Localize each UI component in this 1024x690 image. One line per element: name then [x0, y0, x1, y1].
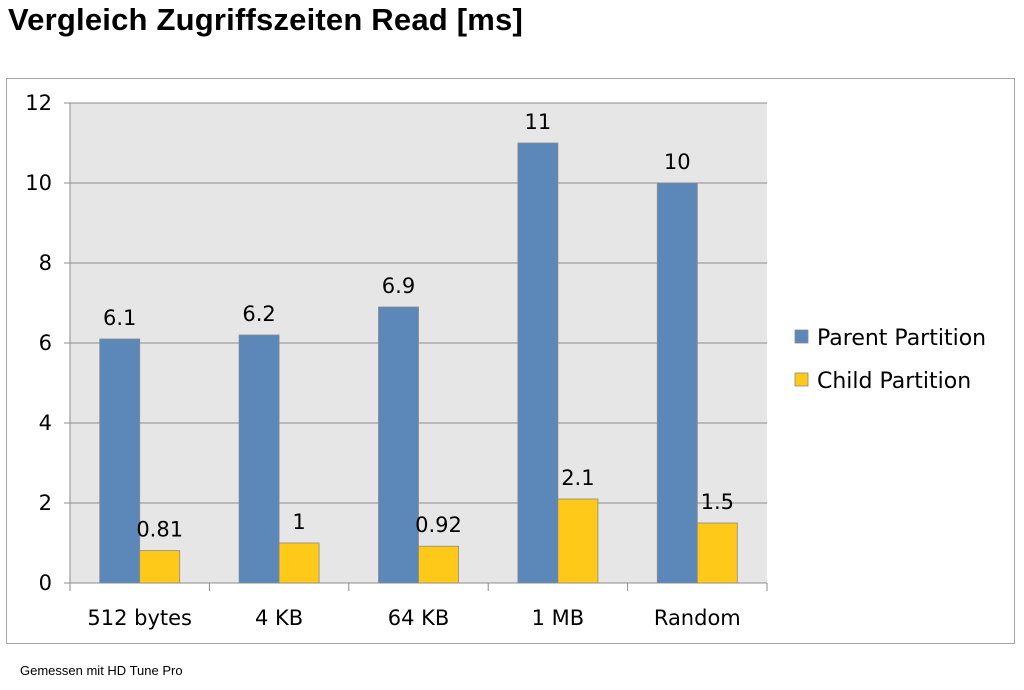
data-label: 1 [292, 510, 305, 534]
y-tick-label: 6 [39, 331, 52, 355]
bar-parent [517, 142, 559, 584]
bar-child [557, 498, 599, 584]
bar-chart: 0 2 4 6 8 10 12 6.1 0.81 512 bytes 6.2 1 4 KB 6.9 0.92… [25, 91, 986, 630]
x-tick-label: 512 bytes [87, 606, 192, 630]
bar-parent [238, 334, 280, 584]
data-label: 6.2 [242, 302, 275, 326]
x-tick-label: 4 KB [255, 606, 303, 630]
data-label: 6.9 [382, 274, 415, 298]
bar-child [139, 550, 181, 584]
data-label: 0.92 [415, 513, 462, 537]
y-tick-label: 0 [39, 571, 52, 595]
y-tick-label: 10 [25, 171, 52, 195]
y-tick-label: 4 [39, 411, 52, 435]
page-title: Vergleich Zugriffszeiten Read [ms] [8, 2, 523, 37]
bar-parent [378, 306, 419, 584]
data-label: 0.81 [136, 518, 183, 542]
legend-label: Parent Partition [817, 326, 986, 351]
bar-parent [99, 338, 141, 584]
bar-child [418, 545, 459, 584]
x-tick-label: 64 KB [388, 606, 450, 630]
data-label: 10 [664, 150, 691, 174]
bar-parent [656, 182, 698, 584]
y-tick-label: 8 [39, 251, 52, 275]
x-tick-label: 1 MB [532, 606, 585, 630]
y-tick-label: 12 [25, 91, 52, 115]
legend-swatch [794, 329, 809, 344]
y-tick-label: 2 [39, 491, 52, 515]
data-label: 6.1 [103, 306, 136, 330]
data-label: 11 [525, 110, 552, 134]
legend-label: Child Partition [817, 369, 971, 394]
bar-child [696, 522, 738, 584]
data-label: 2.1 [561, 466, 594, 490]
data-label: 1.5 [701, 490, 734, 514]
legend-swatch [794, 372, 809, 387]
x-tick-label: Random [654, 606, 741, 630]
footnote: Gemessen mit HD Tune Pro [20, 663, 183, 678]
bar-child [278, 542, 320, 584]
chart-frame: 0 2 4 6 8 10 12 6.1 0.81 512 bytes 6.2 1 4 KB 6.9 0.92… [6, 78, 1015, 644]
